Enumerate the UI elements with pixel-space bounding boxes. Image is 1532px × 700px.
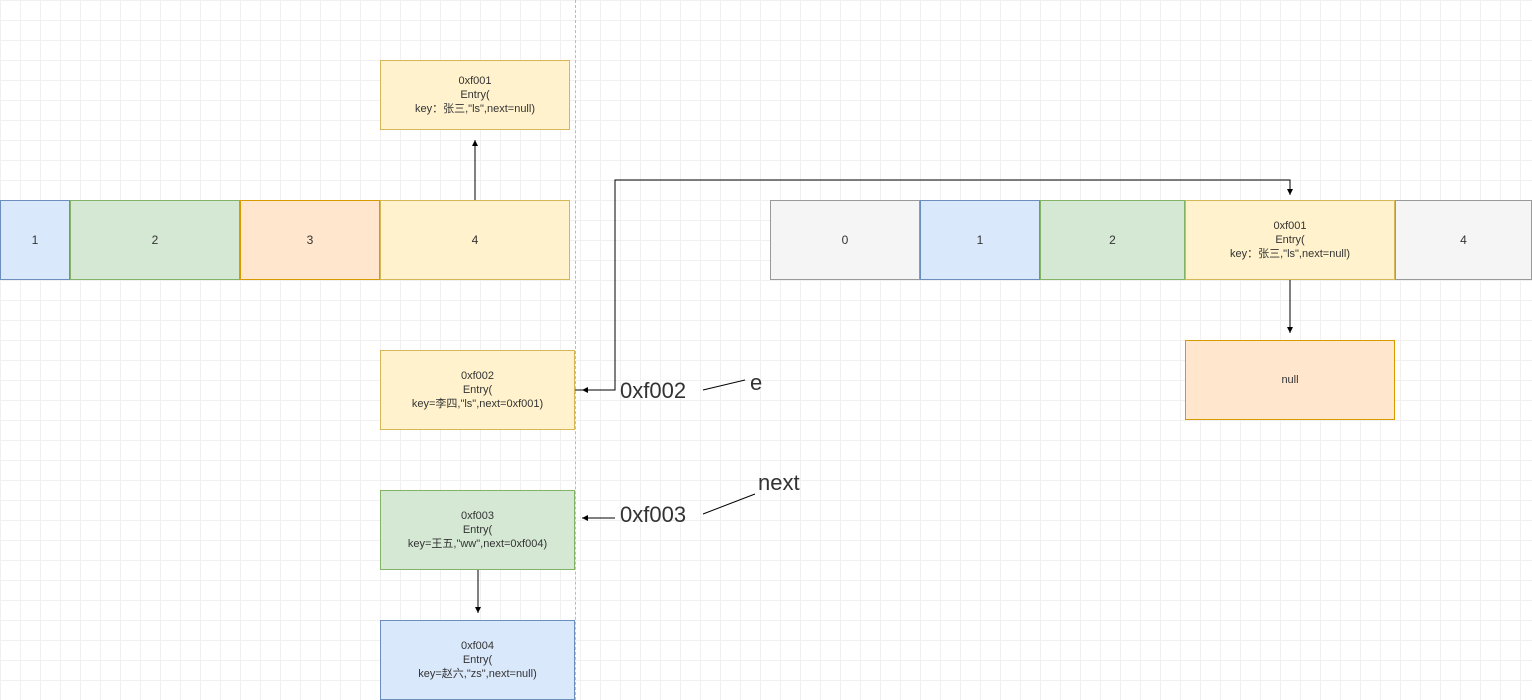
entry-e3: 0xf003Entry(key=王五,"ww",next=0xf004): [380, 490, 575, 570]
entry-line: 0xf004: [461, 639, 494, 653]
annotation-label-0: 0xf002: [620, 378, 686, 404]
right-array-cell-0: 0: [770, 200, 920, 280]
entry-line: Entry(: [463, 523, 492, 537]
entry-e1: 0xf001Entry(key：张三,"ls",next=null): [380, 60, 570, 130]
entry-line: 0xf003: [461, 509, 494, 523]
annotation-label-2: 0xf003: [620, 502, 686, 528]
left-array-cell-0: 1: [0, 200, 70, 280]
entry-line: 0xf001: [458, 74, 491, 88]
right-array-cell-1: 1: [920, 200, 1040, 280]
right-array-cell-2: 2: [1040, 200, 1185, 280]
annotation-label-1: e: [750, 370, 762, 396]
entry-line: Entry(: [463, 383, 492, 397]
entry-line: key：张三,"ls",next=null): [415, 102, 535, 116]
entry-line: Entry(: [1275, 233, 1304, 247]
entry-line: Entry(: [460, 88, 489, 102]
right-array-cell-4: 4: [1395, 200, 1532, 280]
annotation-label-3: next: [758, 470, 800, 496]
entry-null: null: [1185, 340, 1395, 420]
entry-line: 0xf002: [461, 369, 494, 383]
entry-line: key：张三,"ls",next=null): [1230, 247, 1350, 261]
entry-line: key=赵六,"zs",next=null): [418, 667, 536, 681]
entry-line: 0xf001: [1273, 219, 1306, 233]
left-array-cell-2: 3: [240, 200, 380, 280]
entry-line: null: [1281, 373, 1298, 387]
entry-e2: 0xf002Entry(key=李四,"ls",next=0xf001): [380, 350, 575, 430]
entry-line: key=王五,"ww",next=0xf004): [408, 537, 547, 551]
entry-line: key=李四,"ls",next=0xf001): [412, 397, 543, 411]
left-array-cell-3: 4: [380, 200, 570, 280]
entry-e4: 0xf004Entry(key=赵六,"zs",next=null): [380, 620, 575, 700]
left-array-cell-1: 2: [70, 200, 240, 280]
right-array-cell-3: 0xf001Entry(key：张三,"ls",next=null): [1185, 200, 1395, 280]
entry-line: Entry(: [463, 653, 492, 667]
page-divider: [575, 0, 576, 700]
